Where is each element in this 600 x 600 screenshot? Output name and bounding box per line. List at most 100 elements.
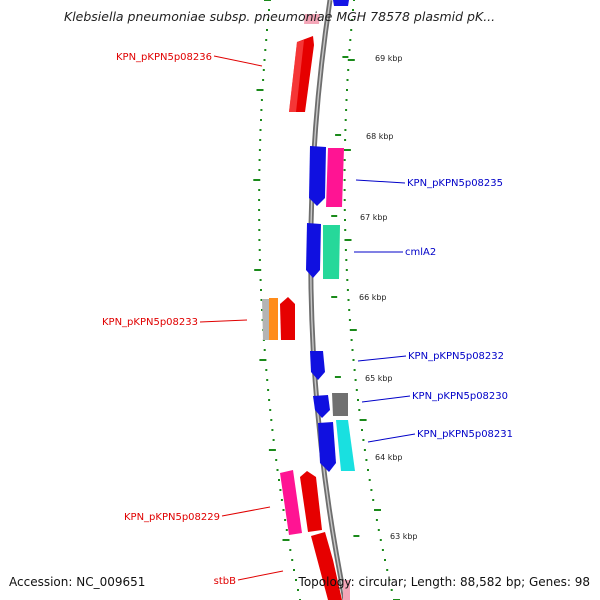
gc-dot bbox=[276, 469, 279, 471]
gene-stbb[interactable] bbox=[311, 532, 342, 600]
gc-dot bbox=[285, 529, 288, 531]
gc-dot bbox=[261, 309, 263, 311]
gc-dot bbox=[258, 219, 261, 221]
gc-dot bbox=[343, 189, 346, 191]
gc-dot bbox=[263, 59, 266, 61]
kbp-label: 66 kbp bbox=[359, 293, 387, 302]
gene-kpn-08233-grey[interactable] bbox=[262, 299, 271, 340]
gc-dot bbox=[346, 279, 349, 281]
gc-dot bbox=[258, 149, 261, 151]
gc-dot bbox=[361, 429, 363, 431]
gc-dot bbox=[386, 569, 389, 571]
gc-dot bbox=[263, 349, 266, 351]
gc-dot bbox=[260, 299, 263, 301]
gc-dot bbox=[265, 39, 268, 41]
gene-label[interactable]: KPN_pKPN5p08232 bbox=[408, 351, 504, 362]
gene-label[interactable]: KPN_pKPN5p08229 bbox=[124, 512, 220, 523]
gc-dot bbox=[293, 569, 295, 571]
gene-features bbox=[262, 0, 355, 600]
gc-dot bbox=[344, 129, 347, 131]
gene-kpn-08235-pink[interactable] bbox=[326, 148, 344, 207]
gc-dot bbox=[346, 89, 348, 91]
gene-label[interactable]: stbB bbox=[214, 576, 236, 587]
gene-kpn-08231-cyan[interactable] bbox=[336, 420, 355, 471]
gene-label[interactable]: KPN_pKPN5p08235 bbox=[407, 178, 503, 189]
plasmid-backbone bbox=[308, 0, 348, 600]
gene-label[interactable]: KPN_pKPN5p08231 bbox=[417, 429, 513, 440]
gc-dot bbox=[259, 279, 262, 281]
gc-dot bbox=[264, 49, 267, 51]
gene-kpn-08232[interactable] bbox=[310, 351, 325, 380]
gene-top-pink[interactable] bbox=[304, 14, 320, 24]
kbp-label: 69 kbp bbox=[375, 54, 403, 63]
gc-dot bbox=[258, 249, 261, 251]
gc-dot bbox=[350, 339, 353, 341]
gc-dot bbox=[260, 109, 263, 111]
gc-dot bbox=[258, 229, 261, 231]
gc-dot bbox=[367, 469, 369, 471]
gc-dot bbox=[343, 149, 351, 151]
gc-dot bbox=[368, 479, 371, 481]
gc-dot bbox=[351, 349, 354, 351]
gene-cmla2-blue[interactable] bbox=[306, 223, 321, 278]
gc-dot bbox=[348, 309, 351, 311]
gc-dot bbox=[258, 159, 261, 161]
gene-kpn-08229-pink[interactable] bbox=[280, 470, 302, 535]
gene-kpn-08231-blue[interactable] bbox=[318, 422, 336, 472]
gc-dot bbox=[355, 389, 358, 391]
gc-dot bbox=[357, 399, 359, 401]
gc-dot bbox=[258, 239, 261, 241]
gc-dot bbox=[375, 519, 378, 521]
gc-dot bbox=[354, 379, 357, 381]
gc-dot bbox=[254, 269, 262, 271]
gc-dot bbox=[258, 259, 261, 261]
gc-dot bbox=[259, 129, 262, 131]
gc-dot bbox=[362, 439, 365, 441]
gc-dot bbox=[271, 429, 274, 431]
gc-dot bbox=[345, 109, 348, 111]
gene-top-blue[interactable] bbox=[333, 0, 349, 6]
gc-dot bbox=[267, 19, 269, 21]
gc-dot bbox=[289, 549, 292, 551]
gc-dot bbox=[282, 509, 285, 511]
gc-dot bbox=[349, 39, 352, 41]
gene-label[interactable]: cmlA2 bbox=[405, 247, 436, 258]
gene-label[interactable]: KPN_pKPN5p08230 bbox=[412, 391, 508, 402]
gc-dot bbox=[344, 219, 346, 221]
gc-dot bbox=[258, 209, 261, 211]
gene-kpn-08230-grey[interactable] bbox=[332, 393, 348, 416]
gc-dot bbox=[348, 319, 351, 321]
gc-dot bbox=[291, 559, 294, 561]
gc-dot bbox=[352, 9, 354, 11]
gc-dot bbox=[260, 119, 262, 121]
gc-dot bbox=[346, 289, 349, 291]
gc-dot bbox=[268, 9, 270, 11]
map-title: Klebsiella pneumoniae subsp. pneumoniae … bbox=[64, 9, 495, 24]
gc-dot bbox=[349, 329, 357, 331]
gene-label[interactable]: KPN_pKPN5p08233 bbox=[102, 317, 198, 328]
gene-kpn-08233-orange[interactable] bbox=[269, 298, 278, 340]
gc-dot bbox=[268, 399, 271, 401]
leader-lines bbox=[199, 55, 416, 581]
gc-dot bbox=[270, 419, 273, 421]
gc-dot bbox=[345, 259, 348, 261]
gc-dot bbox=[280, 499, 283, 501]
gc-dot bbox=[343, 209, 346, 211]
gc-dot bbox=[377, 529, 380, 531]
gc-dot bbox=[272, 439, 275, 441]
gc-dot bbox=[347, 59, 355, 61]
gene-kpn-08233-red[interactable] bbox=[280, 297, 295, 340]
gc-dot bbox=[258, 199, 261, 201]
gene-kpn-08235-blue[interactable] bbox=[309, 146, 326, 206]
gene-label[interactable]: KPN_pKPN5p08236 bbox=[116, 52, 212, 63]
gc-dot bbox=[266, 29, 268, 31]
gene-kpn-08229-red[interactable] bbox=[300, 471, 322, 532]
gc-dot bbox=[345, 269, 348, 271]
gene-cmla2-teal[interactable] bbox=[323, 225, 340, 279]
gc-dot bbox=[384, 559, 386, 561]
gc-dot bbox=[379, 539, 382, 541]
gene-kpn-08230-blue[interactable] bbox=[313, 395, 330, 418]
gc-dot bbox=[259, 359, 267, 361]
